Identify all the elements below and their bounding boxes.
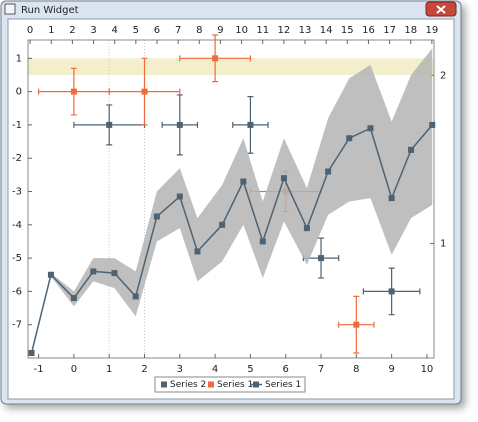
close-icon (436, 5, 446, 14)
x2-tick-label: 1 (48, 25, 54, 36)
x2-tick-label: 11 (256, 25, 269, 36)
x2-tick-label: 18 (404, 25, 417, 36)
point (346, 135, 353, 142)
point (388, 288, 395, 295)
x2-tick-label: 3 (90, 25, 96, 36)
y-tick-label: 1 (16, 53, 22, 64)
legend-box (154, 376, 306, 393)
point (111, 270, 118, 277)
legend-marker (161, 381, 167, 388)
window-icon (4, 3, 16, 15)
legend-label: Series 2 (170, 380, 206, 390)
y-tick-label: -3 (12, 187, 22, 198)
point (141, 88, 148, 95)
legend-marker (208, 381, 214, 388)
y-tick-label: -7 (12, 320, 22, 331)
y-tick-label: 0 (16, 87, 22, 98)
x2-tick-label: 13 (299, 25, 312, 36)
legend: Series 2 Series 1 Series 1 (154, 376, 306, 393)
x2-tick-label: 19 (426, 25, 439, 36)
point (176, 121, 183, 128)
point (429, 121, 436, 128)
x2-tick-label: 12 (277, 25, 290, 36)
point (318, 255, 325, 262)
y2-tick-label: 2 (440, 70, 446, 81)
y-tick-label: -2 (12, 153, 22, 164)
point (303, 225, 310, 232)
x-tick-label: 10 (421, 364, 434, 375)
y-tick-label: -6 (12, 286, 22, 297)
legend-label: Series 1 (265, 380, 301, 390)
x2-tick-label: 8 (196, 25, 202, 36)
point (90, 268, 97, 275)
legend-label: Series 1 (217, 380, 253, 390)
x-tick-label: 3 (177, 364, 183, 375)
x2-tick-label: 4 (112, 25, 118, 36)
window-title: Run Widget (21, 5, 79, 16)
x2-tick-label: 15 (341, 25, 354, 36)
x-tick-label: 2 (141, 364, 147, 375)
point (70, 295, 77, 302)
x-tick-label: 7 (318, 364, 324, 375)
x2-tick-label: 6 (154, 25, 160, 36)
point (388, 195, 395, 202)
highlight-band (28, 58, 434, 75)
point (176, 193, 183, 200)
x2-tick-label: 14 (320, 25, 333, 36)
point (153, 213, 160, 220)
point (132, 293, 139, 300)
point (47, 271, 54, 278)
x-tick-label: 1 (106, 364, 112, 375)
x-tick-label: 0 (71, 364, 77, 375)
y-tick-label: -1 (12, 120, 22, 131)
legend-marker (253, 381, 259, 388)
y-tick-label: -5 (12, 253, 22, 264)
x-tick-label: 6 (283, 364, 289, 375)
x2-tick-label: 10 (235, 25, 248, 36)
point (259, 238, 266, 245)
point (240, 178, 247, 185)
series-line (30, 124, 433, 354)
point (353, 321, 360, 328)
range-area (31, 48, 433, 354)
point (219, 221, 226, 228)
point (194, 248, 201, 255)
x-tick-label: 9 (388, 364, 394, 375)
x2-tick-label: 2 (69, 25, 75, 36)
x2-tick-label: 9 (217, 25, 223, 36)
x2-tick-label: 0 (27, 25, 33, 36)
point (212, 55, 219, 62)
y2-tick-label: 1 (440, 239, 446, 250)
point (325, 168, 332, 175)
x-tick-label: 5 (247, 364, 253, 375)
x2-tick-label: 5 (133, 25, 139, 36)
point (408, 146, 415, 153)
point (280, 175, 287, 182)
x-tick-label: 4 (212, 364, 218, 375)
y-tick-label: -4 (12, 220, 22, 231)
point (28, 350, 35, 357)
x2-tick-label: 17 (383, 25, 396, 36)
point (247, 121, 254, 128)
plot: -1 0 1 2 3 4 5 6 7 8 9 100 1 2 3 4 5 6 7 8 9 10 11 12 13 14 15 16 17… (12, 25, 446, 393)
x-tick-label: 8 (353, 364, 359, 375)
x-tick-label: -1 (34, 364, 44, 375)
point (106, 121, 113, 128)
x2-tick-label: 16 (362, 25, 375, 36)
plot-frame (27, 39, 435, 359)
point (367, 125, 374, 132)
point (70, 88, 77, 95)
x2-tick-label: 7 (175, 25, 181, 36)
